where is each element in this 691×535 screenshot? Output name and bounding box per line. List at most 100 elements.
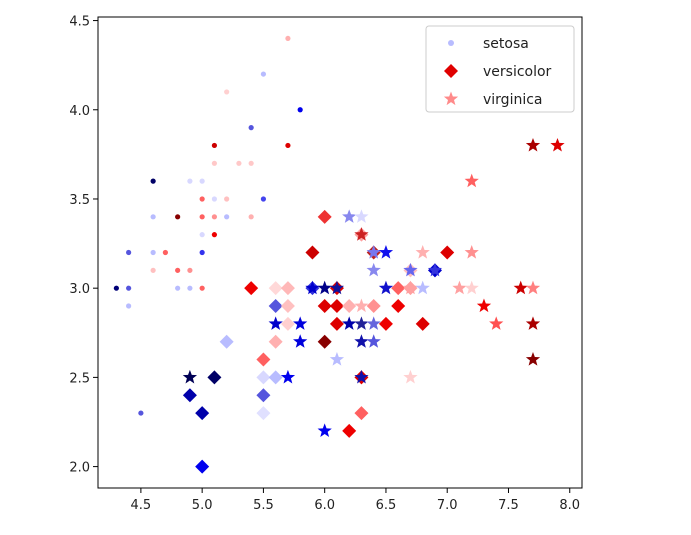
x-tick-label: 7.5 bbox=[498, 498, 519, 513]
versicolor-point bbox=[268, 370, 283, 385]
setosa-point bbox=[175, 214, 181, 220]
versicolor-point bbox=[305, 245, 320, 260]
versicolor-point bbox=[256, 370, 271, 385]
versicolor-point bbox=[280, 316, 295, 331]
virginica-point bbox=[317, 423, 332, 437]
setosa-point bbox=[285, 35, 291, 42]
setosa-point bbox=[199, 232, 205, 238]
versicolor-point bbox=[219, 334, 234, 349]
legend-box bbox=[425, 25, 575, 113]
versicolor-point bbox=[317, 299, 332, 314]
virginica-point bbox=[354, 334, 369, 348]
legend-label: setosa bbox=[483, 36, 529, 52]
setosa-point bbox=[150, 214, 156, 220]
virginica-point bbox=[366, 262, 381, 277]
setosa-point bbox=[126, 249, 132, 256]
virginica-point bbox=[464, 173, 479, 188]
setosa-point bbox=[236, 160, 242, 166]
x-tick-label: 6.0 bbox=[314, 498, 335, 513]
virginica-point bbox=[293, 316, 308, 330]
versicolor-point bbox=[342, 299, 357, 314]
virginica-point bbox=[366, 316, 381, 330]
virginica-point bbox=[415, 280, 430, 295]
virginica-point bbox=[354, 227, 369, 241]
virginica-point bbox=[268, 316, 283, 330]
setosa-point bbox=[150, 178, 156, 184]
versicolor-point bbox=[256, 406, 271, 421]
axis-ticks: 4.5 5.0 5.5 6.0 6.5 7.0 7.5 8.0 2.0 2.5 3.0 3.5 4.0 4… bbox=[69, 15, 580, 513]
virginica-point bbox=[550, 137, 565, 152]
virginica-point bbox=[293, 334, 308, 348]
setosa-point bbox=[175, 267, 181, 273]
versicolor-point bbox=[342, 423, 357, 438]
setosa-point bbox=[224, 89, 230, 95]
versicolor-point bbox=[268, 299, 283, 314]
versicolor-point bbox=[391, 281, 406, 296]
virginica-point bbox=[354, 316, 369, 330]
setosa-point bbox=[248, 214, 254, 220]
axes-frame bbox=[97, 16, 583, 489]
y-tick-label: 3.0 bbox=[69, 282, 90, 297]
setosa-point bbox=[297, 107, 303, 113]
setosa-point bbox=[187, 178, 193, 184]
versicolor-point bbox=[317, 334, 332, 349]
virginica-point bbox=[317, 280, 332, 295]
y-tick-label: 4.5 bbox=[69, 15, 90, 30]
versicolor-point bbox=[256, 352, 271, 367]
setosa-point bbox=[248, 160, 254, 166]
setosa-point bbox=[260, 196, 267, 202]
setosa-point bbox=[113, 285, 119, 291]
virginica-point bbox=[342, 209, 357, 223]
virginica-point bbox=[354, 369, 369, 384]
virginica-point bbox=[329, 280, 345, 295]
versicolor-point bbox=[182, 388, 197, 403]
setosa-point bbox=[175, 285, 181, 291]
x-tick-label: 8.0 bbox=[559, 498, 580, 513]
versicolor-point bbox=[244, 281, 259, 296]
virginica-point bbox=[452, 280, 467, 295]
virginica-point bbox=[464, 280, 479, 295]
setosa-point bbox=[126, 303, 132, 309]
setosa-point bbox=[187, 285, 193, 291]
virginica-point bbox=[182, 369, 198, 384]
legend-item-versicolor: versicolor bbox=[444, 64, 552, 80]
virginica-point bbox=[403, 369, 418, 384]
y-tick-label: 4.0 bbox=[69, 104, 90, 119]
versicolor-point bbox=[440, 245, 455, 260]
virginica-point bbox=[403, 262, 418, 277]
legend-star-icon bbox=[443, 91, 459, 106]
setosa-point bbox=[211, 232, 218, 238]
setosa-point bbox=[126, 285, 132, 291]
virginica-point bbox=[415, 245, 430, 259]
setosa-point bbox=[187, 267, 193, 273]
y-tick-label: 2.5 bbox=[69, 371, 90, 386]
legend-diamond-icon bbox=[444, 64, 458, 78]
virginica-point bbox=[525, 137, 541, 152]
virginica-point bbox=[366, 245, 381, 259]
setosa-point bbox=[199, 214, 205, 220]
x-tick-label: 7.0 bbox=[437, 498, 458, 513]
virginica-point bbox=[378, 245, 394, 259]
virginica-point bbox=[427, 262, 443, 277]
setosa-point bbox=[150, 267, 156, 273]
legend-circle-icon bbox=[448, 40, 454, 46]
virginica-point bbox=[280, 369, 296, 384]
versicolor-point bbox=[207, 370, 222, 385]
setosa-point bbox=[248, 125, 254, 131]
setosa-point bbox=[285, 142, 291, 149]
versicolor-point bbox=[268, 334, 283, 349]
setosa-point bbox=[211, 196, 218, 202]
virginica-point bbox=[305, 280, 320, 295]
setosa-point bbox=[211, 142, 218, 149]
legend: setosa versicolor virginica bbox=[425, 25, 575, 113]
setosa-point bbox=[162, 249, 168, 256]
setosa-point bbox=[260, 71, 267, 77]
versicolor-point bbox=[195, 406, 210, 421]
x-tick-label: 5.0 bbox=[192, 498, 213, 513]
setosa-point bbox=[199, 285, 205, 291]
versicolor-point bbox=[354, 406, 369, 421]
virginica-point bbox=[354, 209, 369, 223]
legend-label: virginica bbox=[483, 92, 543, 108]
virginica-point bbox=[464, 245, 479, 259]
